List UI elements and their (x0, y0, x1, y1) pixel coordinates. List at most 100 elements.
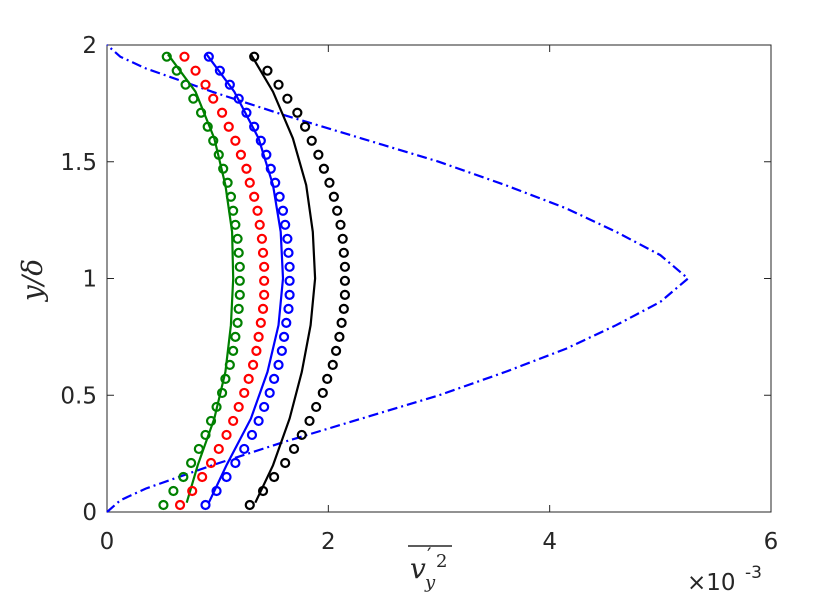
data-point (224, 79, 235, 90)
data-point (197, 471, 208, 483)
data-point (339, 261, 351, 272)
data-point (274, 191, 285, 202)
data-point (318, 163, 330, 174)
x-label-base: v (410, 552, 426, 585)
data-point (283, 247, 294, 258)
data-point (249, 51, 260, 62)
data-point (243, 373, 254, 385)
data-point (200, 79, 211, 90)
x-tick-label: 4 (542, 529, 557, 555)
data-point (211, 485, 222, 497)
data-point (284, 275, 295, 286)
y-tick-label: 1 (82, 267, 97, 293)
data-point (168, 485, 179, 497)
data-point (259, 289, 270, 300)
dashdot-line (106, 44, 690, 513)
data-point (339, 289, 351, 300)
data-point (205, 415, 217, 427)
data-point (280, 219, 291, 230)
x-label-sup: 2 (436, 551, 447, 572)
data-point (332, 205, 343, 216)
data-point (228, 205, 239, 216)
data-point (233, 303, 244, 314)
data-point (276, 345, 287, 356)
data-point (214, 65, 225, 76)
data-point (228, 345, 239, 356)
data-point (246, 429, 258, 441)
x-axis-label: v ′ y 2 (408, 543, 452, 593)
data-point (249, 191, 260, 202)
data-point (225, 191, 237, 202)
data-point (251, 345, 262, 356)
data-point (232, 233, 243, 244)
y-tick-label: 0 (82, 500, 97, 526)
x-tick-label: 6 (764, 529, 779, 555)
data-point (233, 247, 244, 258)
data-point (282, 233, 293, 244)
y-axis-label: y/δ (16, 259, 49, 303)
y-tick-label: 0.5 (60, 383, 97, 409)
data-point (174, 499, 186, 511)
data-point (216, 387, 228, 399)
data-point (280, 457, 291, 469)
data-point (203, 51, 214, 62)
data-point (211, 401, 222, 413)
data-point (205, 457, 217, 469)
data-point (213, 149, 224, 160)
data-point (299, 121, 311, 132)
data-point (327, 359, 338, 370)
data-point (230, 219, 241, 230)
data-point (264, 387, 275, 399)
data-point (311, 401, 322, 413)
data-point (221, 429, 232, 441)
data-point (241, 107, 252, 118)
x-multiplier-exp: -3 (745, 563, 762, 583)
x-tick-label: 2 (321, 529, 336, 555)
data-point (328, 191, 339, 202)
data-point (270, 177, 281, 188)
data-point (273, 359, 284, 370)
data-point (338, 303, 349, 314)
data-point (186, 457, 197, 469)
data-point (235, 149, 247, 160)
data-point (261, 149, 272, 160)
data-point (281, 317, 292, 328)
data-point (180, 79, 191, 90)
data-point (234, 261, 245, 272)
data-point (283, 303, 294, 314)
line (249, 53, 317, 504)
y-tick-label: 1.5 (60, 150, 97, 176)
data-point (230, 331, 241, 342)
data-point (224, 359, 235, 370)
data-point (195, 107, 207, 118)
plot-frame (106, 44, 772, 513)
x-multiplier: ×10 (687, 570, 736, 596)
data-point (253, 331, 264, 342)
data-point (259, 275, 270, 286)
data-point (259, 261, 270, 272)
data-point (313, 149, 324, 160)
data-point (247, 359, 259, 370)
data-point (200, 429, 211, 441)
data-point (220, 373, 231, 385)
data-point (337, 233, 348, 244)
data-point (222, 177, 233, 188)
data-point (334, 331, 345, 342)
data-point (223, 121, 234, 132)
data-point (339, 275, 351, 286)
data-point (269, 471, 280, 483)
data-point (193, 443, 204, 455)
data-point (200, 499, 211, 511)
data-point (178, 471, 189, 483)
data-point (171, 65, 182, 76)
data-point (296, 429, 307, 441)
data-point (208, 93, 219, 104)
data-point (282, 93, 293, 104)
data-point (158, 499, 169, 511)
data-point (257, 303, 269, 314)
data-point (330, 345, 342, 356)
data-point (304, 415, 315, 427)
x-tick-label: 0 (100, 529, 115, 555)
data-point (335, 219, 346, 230)
data-point (265, 163, 276, 174)
